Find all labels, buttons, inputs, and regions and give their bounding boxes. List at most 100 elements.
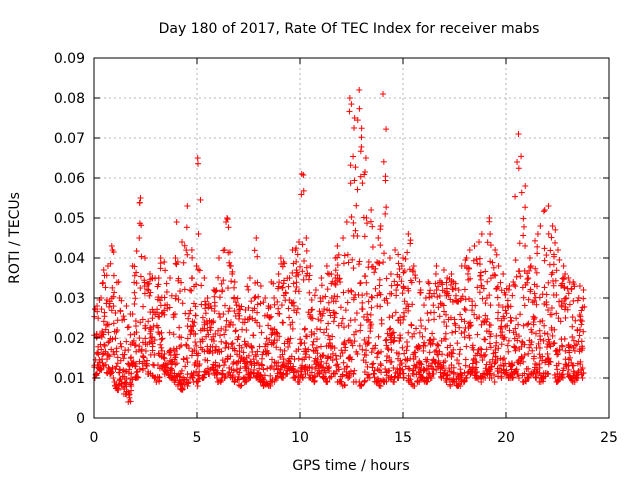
data-point [234, 336, 241, 343]
data-point [432, 271, 439, 277]
data-point [141, 358, 148, 365]
data-point [536, 344, 543, 351]
data-point [436, 292, 443, 299]
data-point [554, 351, 561, 358]
data-point [555, 360, 562, 367]
data-point [427, 287, 434, 294]
data-point [215, 274, 222, 281]
data-point [136, 199, 143, 206]
data-point [345, 259, 352, 266]
data-point [357, 279, 364, 286]
data-point [337, 279, 344, 286]
data-point [158, 336, 165, 343]
data-point [335, 364, 342, 371]
data-point [192, 339, 199, 346]
data-point [208, 324, 215, 331]
data-point [356, 342, 363, 349]
data-point [232, 328, 239, 335]
data-point [221, 331, 228, 338]
data-point [476, 314, 483, 321]
data-point [578, 321, 585, 328]
data-point [154, 362, 161, 369]
data-point [422, 295, 429, 301]
data-point [234, 295, 241, 302]
data-point [274, 330, 281, 337]
data-point [199, 336, 206, 343]
data-point [484, 239, 491, 246]
data-point [126, 366, 133, 373]
data-point [386, 354, 393, 361]
data-point [436, 313, 443, 320]
data-point [221, 362, 228, 369]
data-point [424, 356, 431, 363]
data-point [105, 329, 112, 336]
data-point [466, 334, 473, 341]
data-point [117, 376, 124, 383]
data-point [220, 277, 227, 284]
data-point [424, 310, 431, 317]
data-point [313, 359, 320, 366]
data-point [439, 351, 446, 358]
data-point [481, 336, 488, 343]
data-point [356, 258, 363, 265]
data-point [437, 365, 444, 372]
data-point [518, 189, 525, 196]
data-point [546, 341, 553, 348]
x-axis-label: GPS time / hours [292, 458, 409, 474]
data-point [537, 223, 544, 229]
data-point [478, 373, 485, 380]
data-point [136, 366, 143, 373]
data-point [482, 300, 489, 307]
data-point [426, 280, 433, 287]
data-point [155, 275, 162, 281]
data-point [545, 230, 552, 237]
data-point [444, 372, 451, 379]
data-point [541, 330, 548, 337]
data-point [556, 298, 563, 305]
y-tick-label: 0.09 [54, 51, 85, 67]
data-point [114, 360, 121, 367]
data-point [111, 328, 118, 335]
data-point [137, 195, 144, 201]
data-point [411, 330, 418, 337]
data-point [421, 339, 428, 346]
data-point [550, 340, 557, 347]
data-point [229, 340, 236, 347]
data-point [358, 143, 365, 150]
data-point [408, 322, 415, 329]
data-point [534, 283, 541, 290]
data-point [529, 299, 536, 306]
data-point [371, 374, 378, 381]
data-point [467, 275, 474, 282]
data-point [565, 275, 572, 281]
data-point [461, 305, 468, 312]
data-point [110, 303, 117, 310]
data-point [348, 287, 355, 294]
data-point [457, 346, 464, 353]
data-point [253, 235, 260, 241]
data-point [370, 360, 377, 367]
data-point [151, 336, 158, 343]
data-point [281, 277, 288, 284]
data-point [553, 378, 560, 385]
data-point [100, 362, 107, 369]
data-point [390, 338, 397, 345]
data-point [165, 371, 172, 378]
data-point [497, 279, 504, 286]
axis-ticks [93, 57, 610, 419]
data-point [502, 307, 509, 314]
data-point [548, 311, 555, 318]
data-point [356, 105, 363, 112]
data-point [328, 373, 335, 380]
data-point [516, 240, 523, 247]
data-point [431, 309, 438, 316]
data-point [514, 159, 521, 165]
data-point [314, 336, 321, 343]
data-point [382, 210, 389, 217]
data-point [346, 337, 353, 344]
data-point [193, 281, 200, 288]
data-point [364, 311, 371, 318]
data-point [493, 332, 500, 339]
data-point [226, 259, 233, 266]
data-point [531, 314, 538, 321]
